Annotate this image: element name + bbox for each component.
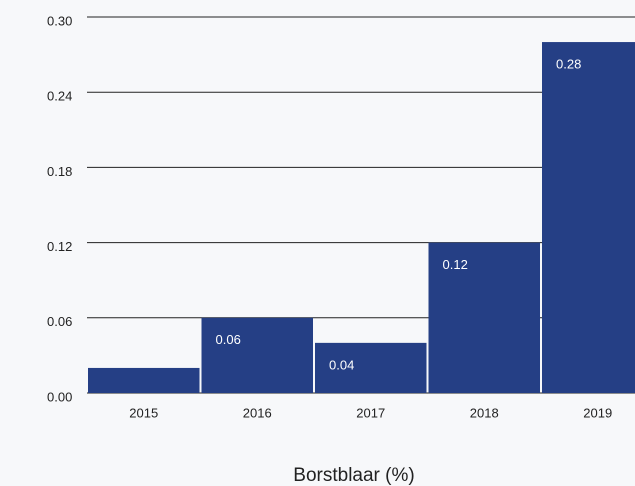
value-label: 0.28	[556, 57, 581, 72]
y-tick-label: 0.24	[47, 89, 72, 104]
bar	[88, 367, 200, 393]
x-axis-title: Borstblaar (%)	[293, 465, 414, 486]
value-label: 0.04	[329, 357, 354, 372]
y-tick-label: 0.06	[47, 314, 72, 329]
value-label: 0.12	[443, 257, 468, 272]
x-tick-label: 2015	[129, 405, 158, 420]
y-tick-label: 0.00	[47, 389, 72, 404]
bar	[201, 317, 313, 393]
y-tick-label: 0.18	[47, 164, 72, 179]
y-tick-label: 0.12	[47, 239, 72, 254]
bar	[542, 42, 635, 394]
x-tick-label: 2016	[243, 405, 272, 420]
bar	[428, 242, 540, 393]
x-tick-label: 2019	[583, 405, 612, 420]
x-tick-label: 2018	[470, 405, 499, 420]
y-tick-label: 0.30	[47, 13, 72, 28]
x-tick-label: 2017	[356, 405, 385, 420]
value-label: 0.06	[216, 332, 241, 347]
bar	[315, 342, 427, 393]
